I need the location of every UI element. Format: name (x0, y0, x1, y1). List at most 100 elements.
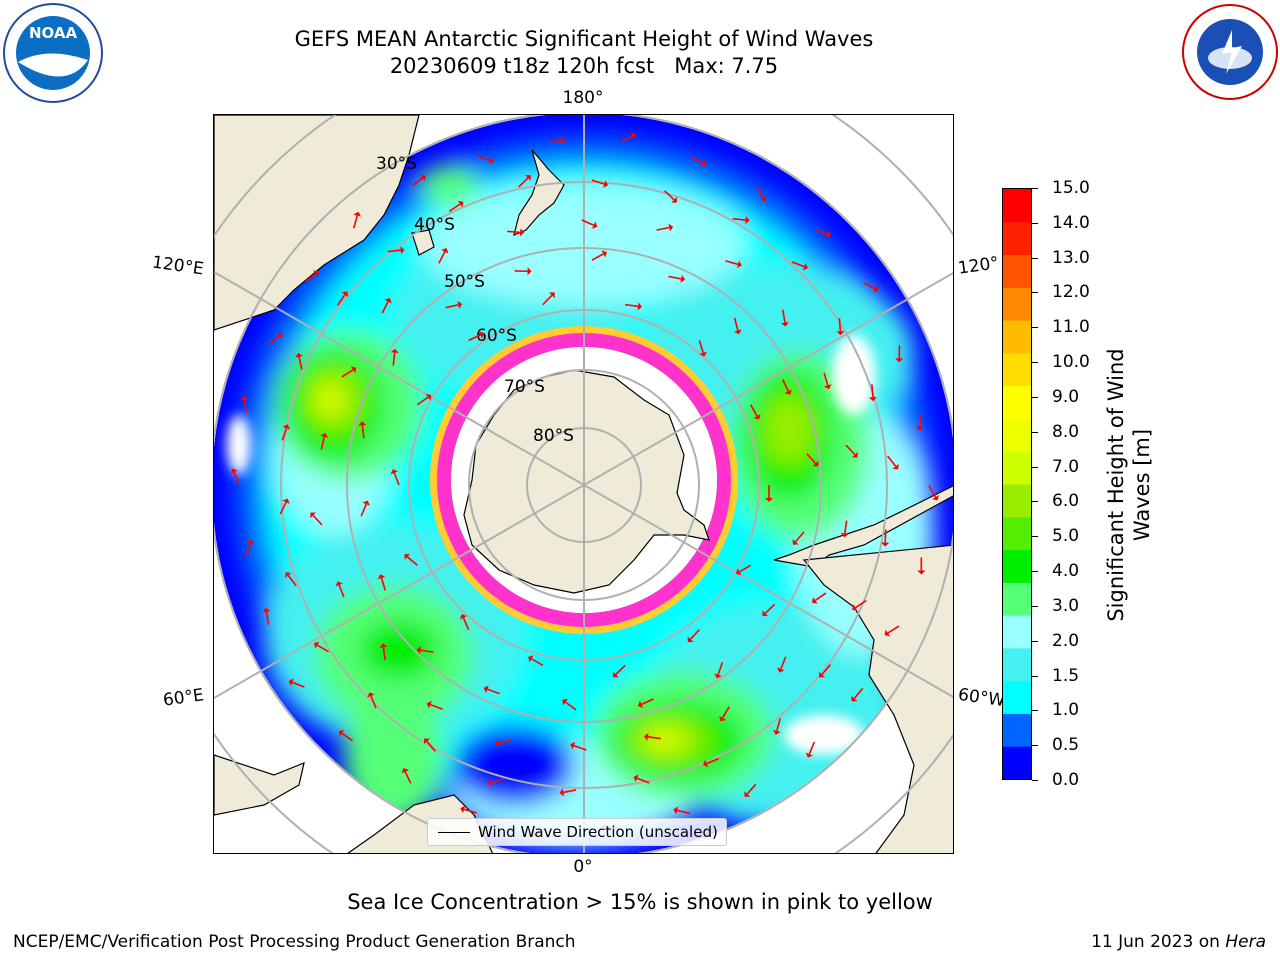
wind-wave-arrow-shaft (298, 356, 303, 370)
colorbar-swatch (1003, 385, 1031, 419)
wind-wave-arrow-head (559, 788, 565, 797)
wind-wave-arrow-shaft (468, 334, 481, 342)
wind-wave-arrow-shaft (352, 215, 359, 229)
wind-wave-arrow-head (384, 297, 392, 304)
wind-wave-arrow-head (353, 211, 362, 217)
wind-wave-arrow-head (519, 228, 525, 237)
chart-title: GEFS MEAN Antarctic Significant Height o… (0, 26, 1168, 80)
wind-wave-arrow-shaft (706, 757, 720, 765)
wind-wave-arrow-shaft (636, 777, 650, 784)
colorbar-tick-label: 0.5 (1052, 735, 1080, 756)
wind-wave-arrow-head (310, 512, 317, 519)
colorbar-tick-mark (1032, 292, 1038, 294)
footer-date-text: 11 Jun 2023 on (1091, 932, 1226, 952)
wind-wave-arrow-head (335, 581, 343, 587)
wind-wave-arrow-head (457, 300, 463, 309)
colorbar-swatch (1003, 189, 1031, 223)
wind-wave-arrow-shaft (838, 318, 842, 332)
wind-wave-arrow-head (561, 136, 566, 145)
colorbar-swatch (1003, 451, 1031, 485)
colorbar-tick-mark (1032, 536, 1038, 538)
lat-label-70s: 70°S (504, 377, 545, 397)
wind-wave-arrow-head (295, 352, 303, 358)
colorbar-tick-mark (1032, 501, 1038, 503)
wind-wave-arrow-shaft (387, 249, 401, 253)
wind-wave-arrow-head (881, 542, 890, 547)
wind-wave-arrow-shaft (448, 203, 461, 213)
lon-label-60e: 60°E (161, 685, 206, 711)
wind-wave-arrow-shaft (764, 603, 776, 614)
wind-wave-arrow-head (603, 180, 609, 188)
wind-wave-arrow-shaft (780, 656, 787, 670)
wind-wave-arrow-shaft (487, 688, 500, 695)
wind-wave-arrow-head (884, 629, 891, 637)
colorbar-tick-label: 15.0 (1052, 178, 1090, 198)
wind-wave-arrow-shaft (392, 352, 396, 366)
wind-wave-arrow-head (277, 332, 283, 340)
wind-wave-arrow-head (457, 200, 464, 208)
wind-wave-arrow-shaft (814, 592, 827, 602)
wind-wave-arrow-shaft (815, 228, 828, 236)
wind-wave-arrow-head (792, 539, 799, 545)
colorbar-swatch (1003, 746, 1031, 779)
colorbar-label-line-2: Waves [m] (1130, 428, 1154, 542)
wind-wave-arrow-head (823, 384, 832, 390)
wind-wave-arrow-shaft (739, 564, 752, 573)
colorbar-swatch (1003, 713, 1031, 747)
wind-wave-arrow-shaft (776, 718, 782, 732)
wind-wave-arrow-shaft (243, 399, 248, 413)
wind-wave-arrow-shaft (928, 485, 937, 498)
wind-wave-arrow-shaft (292, 681, 305, 688)
colorbar-tick-label: 9.0 (1052, 386, 1080, 407)
wind-wave-arrow-shaft (886, 455, 897, 467)
wind-wave-arrow-head (915, 426, 924, 431)
lat-label-80s: 80°S (533, 426, 574, 446)
wind-wave-arrow-shaft (733, 317, 739, 331)
wind-wave-arrow-shaft (573, 744, 587, 751)
wind-wave-arrows (230, 132, 939, 838)
wind-wave-arrow-head (404, 553, 410, 560)
colorbar-tick-label: 8.0 (1052, 421, 1080, 442)
sea-ice-note: Sea Ice Concentration > 15% is shown in … (347, 890, 933, 914)
wind-wave-arrow-shaft (542, 294, 553, 306)
wind-wave-arrow-shaft (690, 156, 704, 164)
wind-wave-arrow-shaft (717, 662, 724, 675)
wind-wave-arrow-head (362, 500, 370, 506)
wind-wave-arrow-head (288, 678, 294, 687)
wind-wave-arrow-head (390, 469, 399, 475)
wind-wave-arrow-head (478, 331, 485, 339)
wind-wave-arrow-head (416, 646, 422, 655)
wind-wave-arrow-head (285, 572, 292, 578)
wind-wave-arrow-head (486, 778, 492, 787)
wind-wave-arrow-shaft (404, 771, 412, 784)
wind-wave-arrow-head (700, 159, 707, 167)
colorbar-swatch (1003, 484, 1031, 518)
wind-wave-arrow-head (262, 607, 271, 613)
wind-wave-arrow-head (825, 230, 831, 239)
wind-wave-arrow-shaft (591, 253, 604, 261)
tasmania-land (411, 229, 435, 256)
colorbar-swatch (1003, 516, 1031, 551)
wind-wave-arrow-shaft (548, 139, 562, 143)
wind-wave-arrow-head (637, 700, 644, 709)
wind-wave-arrow-shaft (821, 664, 832, 676)
wind-wave-arrow-shaft (462, 617, 470, 630)
wind-wave-arrow-head (240, 395, 249, 401)
title-line-2: 20230609 t18z 120h fcst Max: 7.75 (389, 54, 779, 78)
wind-wave-arrow-head (459, 614, 468, 620)
legend-label: Wind Wave Direction (unscaled) (478, 823, 718, 841)
australia-land (214, 115, 420, 331)
colorbar-tick-mark (1032, 327, 1038, 329)
wind-wave-arrow-head (736, 260, 742, 269)
wind-wave-arrow-shaft (336, 294, 346, 306)
map-panel: 30°S 40°S 50°S 60°S 70°S 80°S (213, 114, 954, 854)
wind-wave-arrow-head (592, 221, 598, 229)
wind-wave-arrow-head (483, 685, 489, 694)
wind-wave-arrow-shaft (304, 272, 317, 283)
wind-wave-arrow-shaft (312, 514, 323, 526)
lon-label-120e: 120°E (150, 252, 205, 280)
wind-wave-arrow-shaft (531, 658, 544, 667)
wind-wave-arrow-head (643, 732, 649, 741)
colorbar-swatch (1003, 582, 1031, 616)
wind-wave-arrow-head (917, 570, 926, 575)
